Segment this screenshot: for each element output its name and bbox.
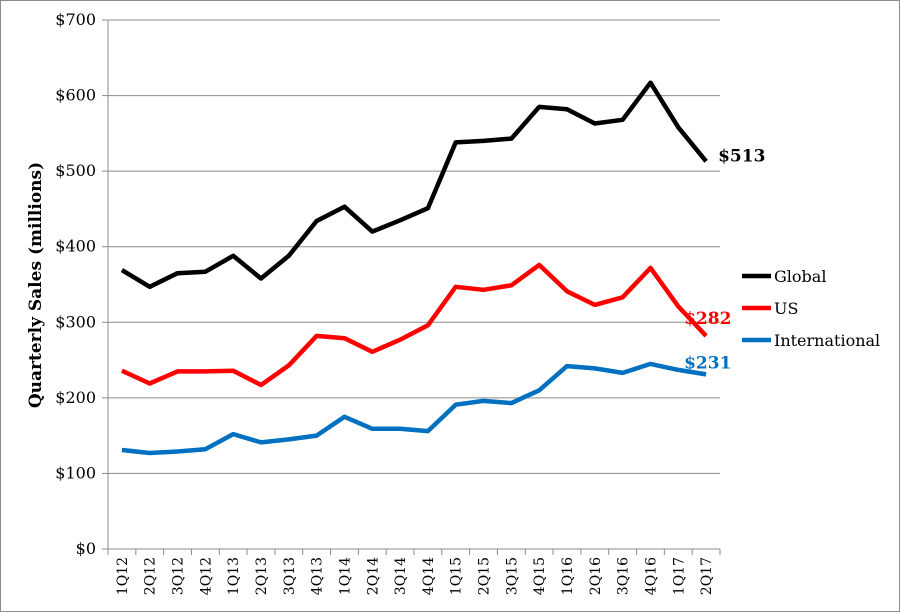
gridlines <box>108 19 720 474</box>
x-tick-label: 2Q16 <box>588 557 604 595</box>
series-line-global <box>120 80 708 290</box>
end-label-international: $231 <box>684 353 731 373</box>
x-tick-label: 4Q13 <box>310 557 326 595</box>
y-tick-label: $700 <box>55 10 96 29</box>
y-axis-tick-labels: $0 $100 $200 $300 $400 $500 $600 $700 <box>55 10 96 558</box>
y-tick-label: $300 <box>55 312 96 331</box>
legend-label-international: International <box>774 331 880 350</box>
legend: Global US International <box>742 267 880 350</box>
end-label-global: $513 <box>718 146 765 166</box>
x-tick-label: 2Q15 <box>477 557 493 595</box>
series-line-us <box>120 262 708 388</box>
y-tick-label: $0 <box>76 539 96 558</box>
y-axis-title: Quarterly Sales (millions) <box>26 162 46 408</box>
x-tick-label: 3Q14 <box>393 557 409 595</box>
x-tick-label: 4Q15 <box>532 557 548 595</box>
x-tick-label: 2Q17 <box>699 557 715 595</box>
series-lines <box>120 80 708 456</box>
series-line-international <box>121 361 707 456</box>
x-tick-label: 2Q14 <box>365 557 381 595</box>
legend-label-global: Global <box>774 267 826 286</box>
x-tick-label: 1Q16 <box>560 557 576 595</box>
axes <box>102 19 721 555</box>
x-tick-label: 4Q14 <box>421 557 437 595</box>
x-tick-label: 1Q14 <box>337 557 353 595</box>
x-axis-tick-labels: 1Q12 2Q12 3Q12 4Q12 1Q13 2Q13 3Q13 4Q13 1Q14 2Q14… <box>115 557 715 595</box>
x-tick-label: 1Q17 <box>671 557 687 595</box>
x-tick-label: 1Q12 <box>115 557 131 595</box>
x-tick-label: 1Q15 <box>449 557 465 595</box>
legend-label-us: US <box>774 299 798 318</box>
x-tick-label: 1Q13 <box>226 557 242 595</box>
end-value-labels: $513 $282 $231 <box>684 146 765 373</box>
y-tick-label: $100 <box>55 463 96 482</box>
x-tick-label: 3Q13 <box>282 557 298 595</box>
x-tick-label: 3Q15 <box>504 557 520 595</box>
y-tick-label: $400 <box>55 237 96 256</box>
end-label-us: $282 <box>684 309 731 329</box>
y-tick-label: $600 <box>55 86 96 105</box>
x-tick-label: 2Q13 <box>254 557 270 595</box>
x-tick-label: 4Q16 <box>643 557 659 595</box>
y-tick-label: $500 <box>55 161 96 180</box>
x-tick-label: 4Q12 <box>198 557 214 595</box>
x-tick-label: 3Q12 <box>171 557 187 595</box>
y-tick-label: $200 <box>55 388 96 407</box>
x-tick-label: 2Q12 <box>143 557 159 595</box>
x-tick-label: 3Q16 <box>616 557 632 595</box>
